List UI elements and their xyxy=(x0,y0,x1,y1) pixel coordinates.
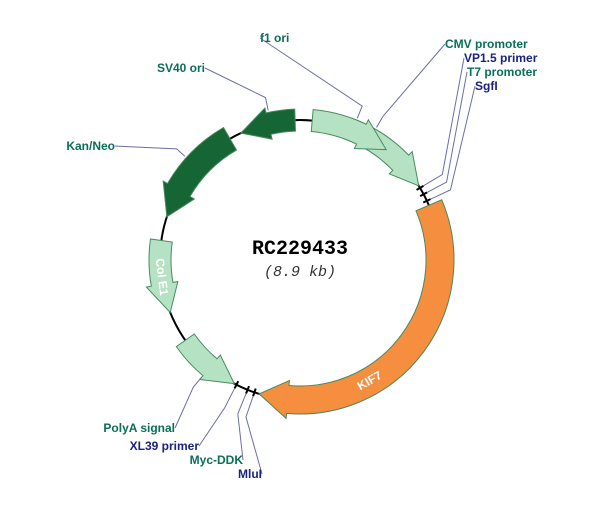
feature-label-sgfi: SgfI xyxy=(475,79,498,93)
feature-label-polya: PolyA signal xyxy=(103,421,175,435)
feature-kan_neo xyxy=(163,127,236,216)
leader-kan_neo xyxy=(115,146,185,156)
feature-label-xl39_primer: XL39 primer xyxy=(130,439,200,453)
leader-polya xyxy=(175,377,202,428)
leader-mlul xyxy=(246,396,262,474)
feature-label-kan_neo: Kan/Neo xyxy=(66,139,115,153)
leader-sv40_ori xyxy=(205,68,268,110)
feature-label-myc_ddk: Myc-DDK xyxy=(190,453,244,467)
leader-t7_promoter xyxy=(427,72,467,192)
feature-label-sv40_ori: SV40 ori xyxy=(157,61,205,75)
feature-label-t7_promoter: T7 promoter xyxy=(467,65,537,79)
tick-mlul xyxy=(253,389,256,397)
feature-polya xyxy=(176,334,234,384)
feature-label-f1_ori: f1 ori xyxy=(260,31,289,45)
feature-label-cmv_promoter: CMV promoter xyxy=(445,37,528,51)
plasmid-name: RC229433 xyxy=(252,238,348,261)
plasmid-map: CMV promoterVP1.5 primerT7 promoterSgfI K… xyxy=(0,0,600,512)
leader-xl39_primer xyxy=(199,388,235,446)
tick-myc_ddk xyxy=(246,386,249,393)
leader-myc_ddk xyxy=(238,394,246,460)
feature-label-vp15_primer: VP1.5 primer xyxy=(464,51,538,65)
leader-sgfi xyxy=(431,86,475,199)
plasmid-size: (8.9 kb) xyxy=(264,264,336,281)
feature-sv40_ori xyxy=(241,108,296,139)
leader-f1_ori xyxy=(260,38,362,118)
feature-label-mlul: MluI xyxy=(238,467,262,481)
leader-cmv_promoter xyxy=(377,44,446,127)
